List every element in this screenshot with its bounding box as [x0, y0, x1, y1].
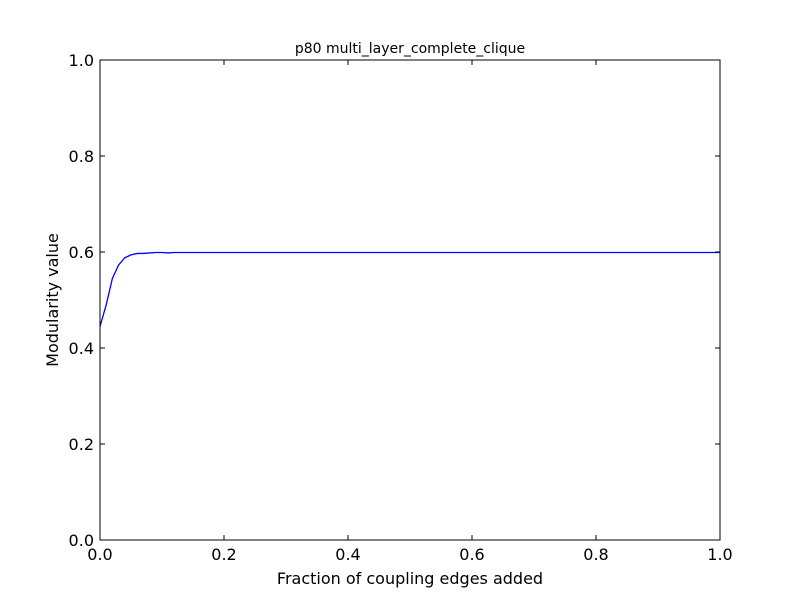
x-tick-label: 1.0: [707, 545, 732, 564]
plot-frame: [99, 59, 721, 541]
y-axis-label: Modularity value: [43, 233, 62, 367]
y-tick-label: 0.6: [69, 243, 94, 262]
x-axis-label: Fraction of coupling edges added: [277, 569, 543, 588]
x-tick-label: 0.2: [211, 545, 236, 564]
y-tick-label: 0.4: [69, 339, 94, 358]
y-tick-label: 0.8: [69, 147, 94, 166]
plot-area: 0.0 0.2 0.4 0.6 0.8 1.0 0.0 0.2 0.4 0.6 0.8 1.0: [69, 51, 733, 564]
y-tick-label: 0.0: [69, 531, 94, 550]
y-tick-label: 0.2: [69, 435, 94, 454]
series-line-0: [99, 251, 720, 327]
y-tick-label: 1.0: [69, 51, 94, 70]
x-tick-label: 0.4: [335, 545, 360, 564]
x-tick-label: 0.6: [459, 545, 484, 564]
x-tick-label: 0.0: [87, 545, 112, 564]
x-tick-label: 0.8: [583, 545, 608, 564]
chart-title: p80 multi_layer_complete_clique: [295, 41, 525, 57]
